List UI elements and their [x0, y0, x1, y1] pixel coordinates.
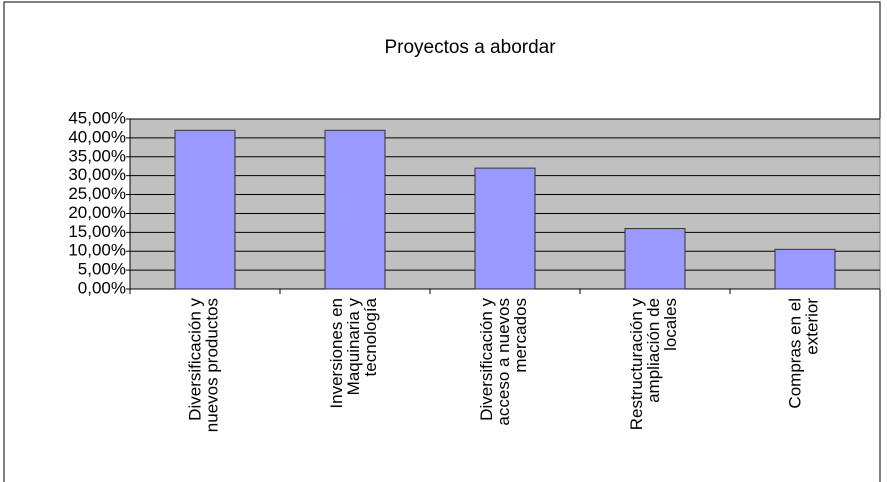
x-tick-label: Compras en elexterior [786, 298, 822, 409]
bar [474, 167, 536, 290]
y-tick-label: 20,00% [68, 203, 126, 222]
x-tick-label: Restructuración yampliación delocales [627, 298, 680, 431]
y-tick-label: 10,00% [68, 241, 126, 260]
y-tick-label: 15,00% [68, 222, 126, 241]
x-tick-label: Diversificación ynuevos productos [186, 298, 222, 433]
y-tick-label: 30,00% [68, 165, 126, 184]
bar [324, 129, 386, 290]
y-tick-label: 0,00% [78, 278, 126, 297]
y-tick-label: 5,00% [78, 260, 126, 279]
y-tick-label: 45,00% [68, 108, 126, 127]
bar [174, 129, 236, 290]
x-tick-label: Inversiones enMaquinaria ytecnología [327, 297, 380, 408]
y-tick-label: 35,00% [68, 146, 126, 165]
y-tick-label: 40,00% [68, 127, 126, 146]
y-tick-label: 25,00% [68, 184, 126, 203]
x-tick-label: Diversificación yacceso a nuevosmercados [477, 298, 530, 426]
bar [624, 228, 686, 290]
bar [774, 248, 836, 290]
chart-title: Proyectos a abordar [384, 37, 556, 58]
